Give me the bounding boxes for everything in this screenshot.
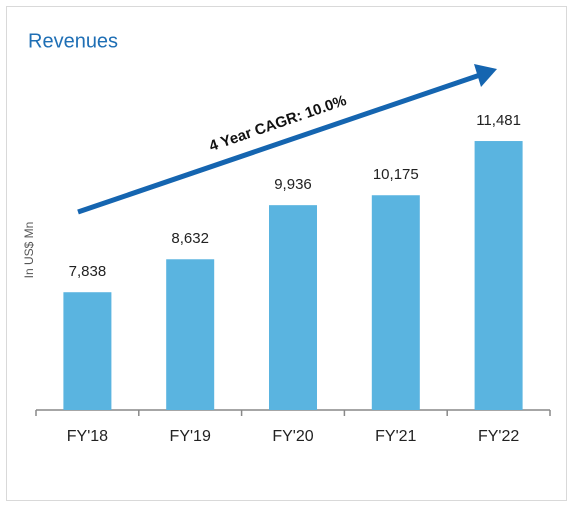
data-label: 9,936 xyxy=(274,176,312,193)
data-label: 7,838 xyxy=(69,263,107,280)
x-tick-label: FY'22 xyxy=(478,428,519,445)
bar xyxy=(63,292,112,410)
bar xyxy=(269,205,317,410)
cagr-arrow xyxy=(77,72,481,215)
data-label: 8,632 xyxy=(171,230,209,247)
chart-title: Revenues xyxy=(28,30,118,52)
x-tick-label: FY'19 xyxy=(170,428,211,445)
bar xyxy=(166,259,215,410)
x-tick-label: FY'20 xyxy=(272,428,313,445)
y-axis-label: In US$ Mn xyxy=(22,222,36,279)
data-label: 10,175 xyxy=(373,166,419,183)
cagr-arrowhead xyxy=(474,64,497,87)
bar xyxy=(474,141,523,410)
data-label: 11,481 xyxy=(476,112,521,129)
x-tick-label: FY'21 xyxy=(375,428,416,445)
x-tick-label: FY'18 xyxy=(67,428,108,445)
bar xyxy=(371,195,420,410)
